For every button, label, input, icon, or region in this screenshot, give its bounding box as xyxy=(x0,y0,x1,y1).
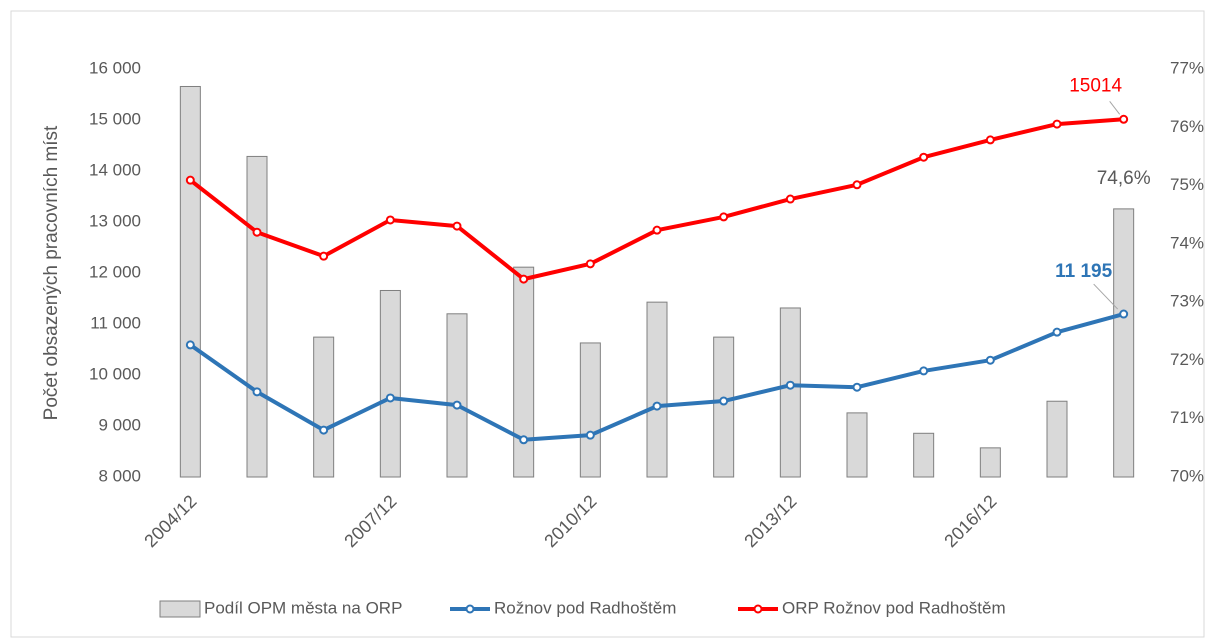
bar xyxy=(779,307,801,478)
legend-label: ORP Rožnov pod Radhoštěm xyxy=(782,598,1006,617)
marker xyxy=(652,225,662,235)
y2-tick-label: 70% xyxy=(1170,466,1204,485)
bar xyxy=(379,289,401,478)
bar xyxy=(446,313,468,478)
y2-tick-label: 76% xyxy=(1170,117,1204,136)
marker xyxy=(785,194,795,204)
legend-item: ORP Rožnov pod Radhoštěm xyxy=(738,598,1006,617)
marker xyxy=(919,152,929,162)
bar xyxy=(846,412,868,478)
bar xyxy=(646,301,668,478)
legend-label: Podíl OPM města na ORP xyxy=(204,598,402,617)
y-tick-label: 13 000 xyxy=(89,211,141,230)
legend-label: Rožnov pod Radhoštěm xyxy=(494,598,676,617)
bar xyxy=(179,85,201,478)
marker xyxy=(852,382,862,392)
y2-tick-label: 77% xyxy=(1170,58,1204,77)
bar xyxy=(713,336,735,478)
legend-swatch xyxy=(159,600,201,618)
y-tick-label: 8 000 xyxy=(98,466,141,485)
bar xyxy=(979,447,1001,478)
legend-marker xyxy=(465,604,475,614)
legend-marker xyxy=(753,604,763,614)
value-label: 11 195 xyxy=(1055,261,1112,282)
y-tick-label: 10 000 xyxy=(89,364,141,383)
bar xyxy=(313,336,335,478)
y2-tick-label: 75% xyxy=(1170,175,1204,194)
marker xyxy=(985,135,995,145)
marker xyxy=(319,251,329,261)
y2-tick-label: 71% xyxy=(1170,408,1204,427)
marker xyxy=(185,175,195,185)
marker xyxy=(1119,114,1129,124)
leader-line xyxy=(1093,283,1119,310)
y-tick-label: 11 000 xyxy=(90,313,141,332)
y2-tick-label: 74% xyxy=(1170,233,1204,252)
marker xyxy=(719,212,729,222)
bar xyxy=(1046,400,1068,478)
marker xyxy=(185,340,195,350)
bar xyxy=(513,266,535,478)
marker xyxy=(452,400,462,410)
value-label: 15014 xyxy=(1069,75,1122,96)
legend-item: Rožnov pod Radhoštěm xyxy=(450,598,676,617)
y-tick-label: 16 000 xyxy=(89,58,141,77)
marker xyxy=(252,227,262,237)
marker xyxy=(585,430,595,440)
marker xyxy=(1119,309,1129,319)
legend-item: Podíl OPM města na ORP xyxy=(159,598,402,618)
y-tick-label: 15 000 xyxy=(89,109,141,128)
marker xyxy=(519,274,529,284)
y-tick-label: 12 000 xyxy=(89,262,141,281)
bar xyxy=(579,342,601,478)
marker xyxy=(985,355,995,365)
chart-border xyxy=(10,10,1205,638)
y2-tick-label: 73% xyxy=(1170,292,1204,311)
marker xyxy=(919,366,929,376)
y2-tick-label: 72% xyxy=(1170,350,1204,369)
marker xyxy=(385,215,395,225)
y-tick-label: 14 000 xyxy=(89,160,141,179)
y-axis-label: Počet obsazených pracovních míst xyxy=(41,125,62,420)
marker xyxy=(652,401,662,411)
marker xyxy=(1052,119,1062,129)
bar xyxy=(913,432,935,478)
marker xyxy=(585,259,595,269)
bar xyxy=(1113,208,1135,478)
marker xyxy=(252,387,262,397)
marker xyxy=(852,180,862,190)
marker xyxy=(1052,327,1062,337)
bar xyxy=(246,155,268,478)
value-label: 74,6% xyxy=(1097,168,1151,189)
marker xyxy=(785,380,795,390)
marker xyxy=(319,425,329,435)
y-tick-label: 9 000 xyxy=(98,415,141,434)
marker xyxy=(452,221,462,231)
leader-line xyxy=(1109,100,1121,115)
marker xyxy=(719,396,729,406)
marker xyxy=(519,435,529,445)
marker xyxy=(385,393,395,403)
